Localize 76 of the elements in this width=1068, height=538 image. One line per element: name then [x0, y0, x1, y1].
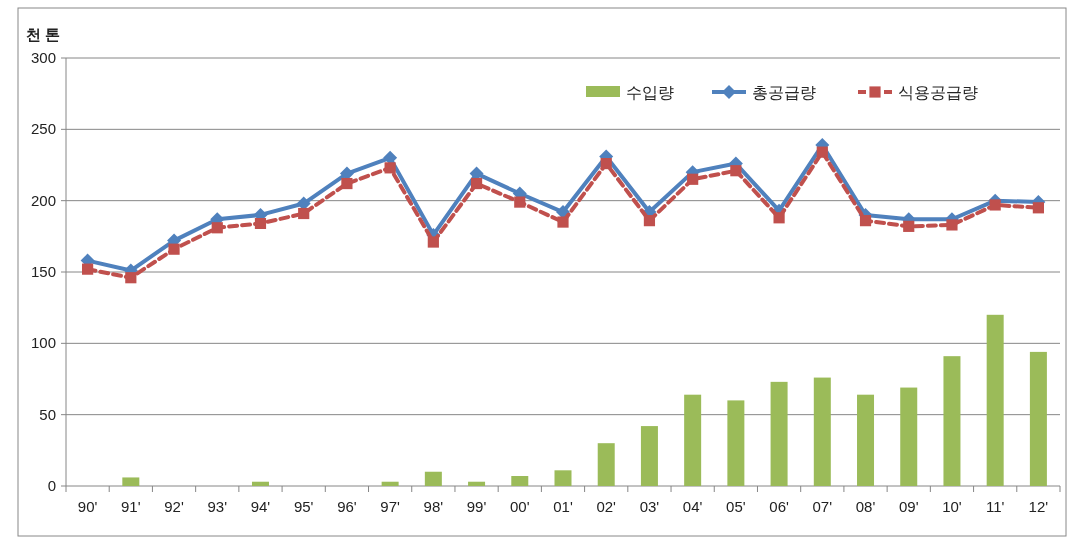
x-tick-label: 95'	[293, 498, 314, 515]
bar	[381, 481, 399, 486]
x-tick-label: 92'	[164, 498, 184, 515]
x-tick-label: 08'	[855, 498, 876, 515]
x-tick-label: 98'	[423, 498, 444, 515]
bar	[943, 356, 961, 486]
x-tick-label: 00'	[510, 498, 530, 515]
point	[643, 215, 656, 227]
x-tick-label: 10'	[942, 498, 962, 515]
bar	[900, 387, 918, 486]
bar	[554, 470, 572, 486]
y-tick-label: 300	[30, 49, 56, 66]
x-tick-label: 03'	[639, 498, 660, 515]
legend-label: 총공급량	[752, 84, 816, 101]
point	[298, 207, 310, 220]
point	[859, 215, 872, 227]
point	[254, 217, 267, 230]
x-tick-label: 91'	[121, 498, 141, 515]
point	[383, 150, 398, 165]
x-tick-label: 11'	[985, 498, 1005, 515]
point	[125, 272, 137, 284]
y-tick-label: 50	[39, 405, 56, 423]
x-tick-label: 02'	[596, 498, 617, 515]
x-tick-label: 90'	[77, 498, 98, 515]
x-tick-label: 09'	[898, 498, 919, 515]
point	[687, 173, 699, 185]
bar	[1029, 351, 1047, 486]
bar	[684, 394, 702, 486]
x-tick-label: 05'	[726, 498, 746, 515]
point	[730, 165, 742, 177]
point	[989, 199, 1001, 211]
bar	[597, 443, 615, 486]
point	[427, 236, 439, 248]
point	[557, 216, 569, 228]
y-tick-label: 250	[30, 120, 56, 138]
point	[514, 196, 526, 208]
point	[773, 212, 785, 224]
bar	[122, 477, 140, 486]
bar	[986, 314, 1004, 486]
x-tick-label: 07'	[812, 498, 833, 515]
point	[211, 222, 223, 234]
y-tick-label: 0	[47, 477, 56, 494]
bar	[770, 381, 788, 486]
point	[341, 177, 353, 190]
x-tick-label: 12'	[1028, 498, 1049, 515]
bar	[640, 426, 658, 486]
y-tick-label: 150	[30, 263, 56, 280]
bar	[468, 481, 486, 486]
bar	[813, 377, 831, 486]
y-axis-title: 천 톤	[26, 26, 61, 43]
point	[903, 220, 915, 232]
point	[168, 243, 180, 255]
bar	[424, 471, 442, 486]
x-tick-label: 06'	[769, 498, 789, 515]
point	[384, 162, 396, 174]
point	[1032, 202, 1044, 214]
y-tick-label: 200	[30, 191, 56, 209]
x-tick-label: 04'	[682, 498, 703, 515]
point	[82, 263, 94, 275]
point	[946, 219, 958, 231]
bar	[727, 400, 745, 486]
x-tick-label: 93'	[207, 498, 228, 515]
point	[470, 177, 483, 190]
legend-label: 식용공급량	[898, 84, 978, 101]
point	[600, 157, 612, 170]
x-tick-label: 97'	[380, 498, 401, 515]
bar	[251, 481, 269, 486]
y-tick-label: 100	[30, 334, 56, 352]
bar	[511, 476, 529, 486]
x-tick-label: 94'	[250, 498, 271, 515]
point	[816, 146, 828, 158]
x-tick-label: 96'	[337, 498, 357, 515]
bar	[857, 394, 875, 486]
x-tick-label: 99'	[466, 498, 487, 515]
x-tick-label: 01'	[553, 498, 573, 515]
legend-label: 수입량	[626, 84, 674, 101]
